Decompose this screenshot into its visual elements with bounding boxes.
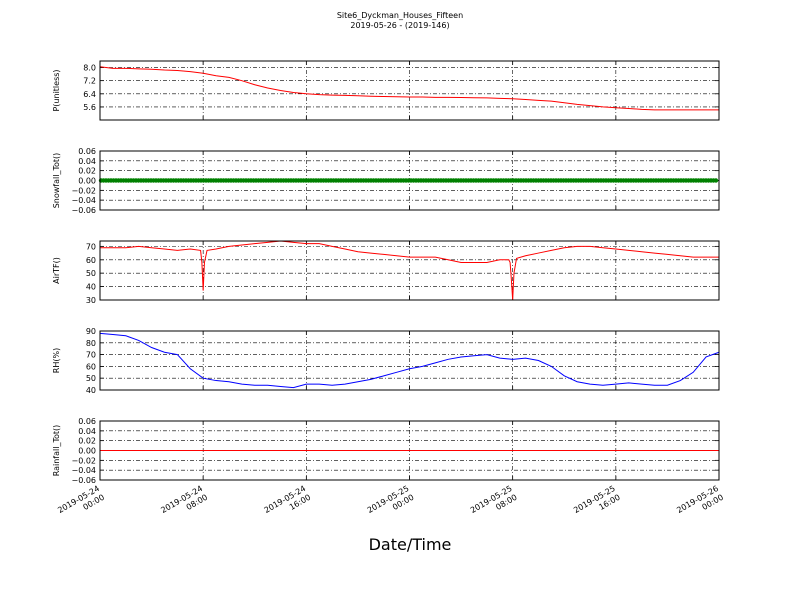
figure-title: Site6_Dyckman_Houses_Fifteen	[337, 11, 463, 20]
x-tick-label: 2019-05-2408:00	[159, 484, 209, 524]
x-tick-label: 2019-05-2416:00	[263, 484, 313, 524]
y-tick-label: −0.04	[71, 196, 96, 205]
y-tick-label: −0.02	[71, 186, 96, 195]
y-tick-label: −0.06	[71, 476, 96, 485]
y-tick-label: −0.04	[71, 466, 96, 475]
y-axis-label: RH(%)	[52, 348, 61, 373]
y-tick-label: 40	[86, 386, 96, 395]
x-tick-label: 2019-05-2508:00	[469, 484, 519, 524]
y-tick-label: 6.4	[83, 90, 96, 99]
x-tick-label: 2019-05-2500:00	[366, 484, 416, 524]
subplot-3: 70 60 50 40 30 AirTF()	[52, 240, 720, 305]
y-tick-label: 0.02	[78, 167, 96, 176]
subplot-2: 0.060.040.020.00−0.02−0.04−0.06 Snowfall_…	[52, 147, 720, 215]
y-tick-label: 50	[86, 269, 96, 278]
subplot-1: 8.0 7.2 6.4 5.6 P(unitless)	[52, 60, 720, 121]
data-point	[713, 178, 719, 183]
plot-frame	[99, 240, 720, 301]
subplot-5: 0.060.040.020.00−0.02−0.04−0.06 Rainfall_…	[52, 417, 720, 485]
x-tick-label: 2019-05-2400:00	[56, 484, 106, 524]
y-axis-label: P(unitless)	[52, 69, 61, 111]
y-tick-label: 5.6	[83, 103, 96, 112]
y-tick-label: 0.04	[78, 427, 96, 436]
x-tick-label: 2019-05-2600:00	[675, 484, 725, 524]
plot-frame	[99, 420, 720, 481]
y-tick-label: −0.02	[71, 456, 96, 465]
y-tick-label: 40	[86, 283, 96, 292]
y-tick-label: 90	[86, 327, 96, 336]
plot-frame	[99, 330, 720, 391]
y-tick-label: 0.06	[78, 147, 96, 156]
y-tick-label: 0.00	[78, 177, 96, 186]
plot-frame	[99, 60, 720, 121]
y-tick-label: 60	[86, 362, 96, 371]
y-tick-label: 0.04	[78, 157, 96, 166]
plot-frame	[99, 150, 720, 211]
y-tick-label: 70	[86, 351, 96, 360]
y-tick-label: −0.06	[71, 206, 96, 215]
y-tick-label: 0.06	[78, 417, 96, 426]
series-line	[99, 332, 720, 389]
y-tick-label: 7.2	[83, 77, 96, 86]
y-tick-label: 8.0	[83, 64, 96, 73]
figure-subtitle: 2019-05-26 - (2019-146)	[350, 21, 449, 30]
y-axis-label: Rainfall_Tot()	[52, 425, 61, 477]
y-tick-label: 0.00	[78, 447, 96, 456]
y-tick-label: 70	[86, 242, 96, 251]
series-markers	[98, 178, 719, 183]
subplot-4: 90 80 70 60 50 40 RH(%)	[52, 327, 720, 395]
x-tick-label: 2019-05-2516:00	[572, 484, 622, 524]
y-tick-label: 0.02	[78, 437, 96, 446]
y-axis-label: AirTF()	[52, 257, 61, 284]
y-tick-label: 30	[86, 296, 96, 305]
series-line	[99, 66, 719, 111]
x-axis-ticks: 2019-05-2400:00 2019-05-2408:00 2019-05-24…	[56, 484, 725, 524]
y-tick-label: 60	[86, 256, 96, 265]
y-tick-label: 50	[86, 374, 96, 383]
y-axis-label: Snowfall_Tot()	[52, 153, 61, 209]
subplots: 8.07.26.45.6P(unitless)0.060.040.020.00−…	[52, 60, 720, 485]
series-line	[100, 240, 719, 301]
y-tick-label: 80	[86, 339, 96, 348]
x-axis-label: Date/Time	[369, 535, 452, 554]
